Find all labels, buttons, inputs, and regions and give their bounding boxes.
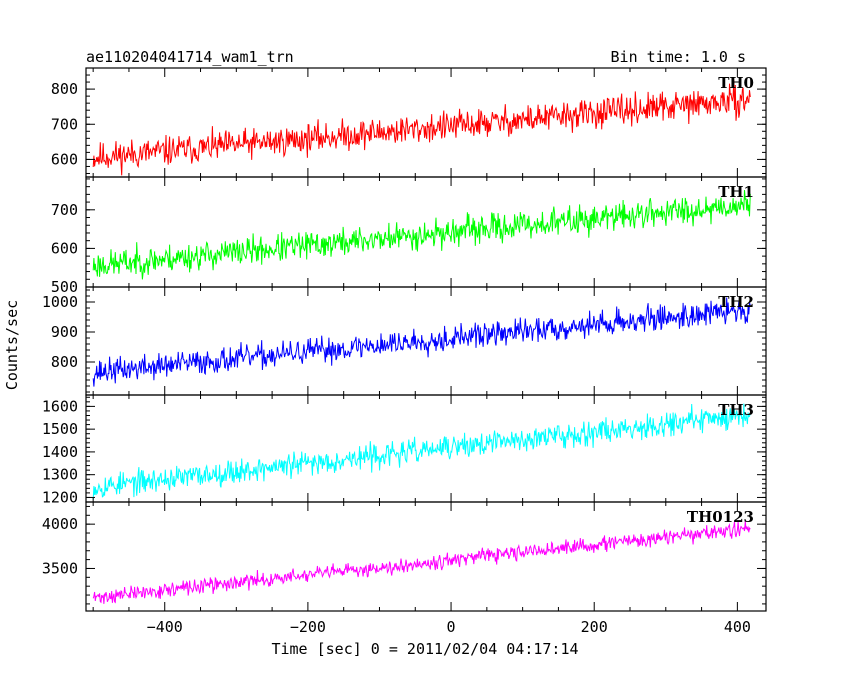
panel-th2: 800 900 1000 TH2 (42, 286, 767, 396)
y-tick-label: 600 (51, 239, 78, 257)
y-tick-label: 900 (51, 323, 78, 341)
y-tick-label: 3500 (42, 559, 78, 577)
x-tick-label: 200 (581, 618, 608, 636)
y-tick-label: 1200 (42, 488, 78, 506)
series-line-th0 (92, 79, 751, 176)
x-axis: −400 −200 0 200 400 (147, 618, 751, 636)
panel-th0: 600 700 800 TH0 (51, 67, 767, 178)
panel-th3: 1200 1300 1400 1500 1600 TH3 (42, 394, 767, 506)
panel-frame (85, 67, 767, 178)
panel-label-th0: TH0 (718, 74, 754, 92)
panel-th1: 500 600 700 TH1 (51, 176, 767, 296)
panel-label-th0123: TH0123 (687, 508, 754, 526)
x-tick-label: 0 (447, 618, 456, 636)
y-tick-label: 800 (51, 80, 78, 98)
y-tick-label: 1400 (42, 443, 78, 461)
bin-time-label: Bin time: 1.0 s (611, 48, 746, 66)
panel-frame (85, 286, 767, 396)
x-tick-label: −200 (290, 618, 326, 636)
y-tick-label: 600 (51, 150, 78, 168)
panel-frame (85, 176, 767, 288)
panel-label-th1: TH1 (718, 183, 754, 201)
panel-label-th2: TH2 (718, 293, 754, 311)
x-axis-label: Time [sec] 0 = 2011/02/04 04:17:14 (271, 640, 578, 658)
panels-group: 600 700 800 TH0 500 600 700 TH1 800 900 1000 TH2 120… (42, 67, 767, 612)
y-tick-label: 700 (51, 115, 78, 133)
y-tick-label: 1500 (42, 420, 78, 438)
y-tick-label: 1300 (42, 466, 78, 484)
panel-th0123: 3500 4000 TH0123 (42, 501, 767, 612)
chart-title: ae110204041714_wam1_trn (86, 48, 294, 66)
panel-frame (85, 501, 767, 612)
y-tick-label: 4000 (42, 515, 78, 533)
y-axis-label: Counts/sec (3, 300, 21, 390)
series-line-th0123 (92, 520, 751, 604)
y-tick-label: 800 (51, 353, 78, 371)
y-tick-label: 1600 (42, 397, 78, 415)
y-tick-label: 1000 (42, 293, 78, 311)
y-tick-label: 700 (51, 201, 78, 219)
series-line-th2 (92, 297, 751, 387)
x-tick-label: 400 (724, 618, 751, 636)
x-tick-label: −400 (147, 618, 183, 636)
series-line-th1 (92, 190, 751, 280)
y-tick-label: 500 (51, 278, 78, 296)
series-line-th3 (92, 403, 751, 500)
panel-label-th3: TH3 (718, 401, 754, 419)
